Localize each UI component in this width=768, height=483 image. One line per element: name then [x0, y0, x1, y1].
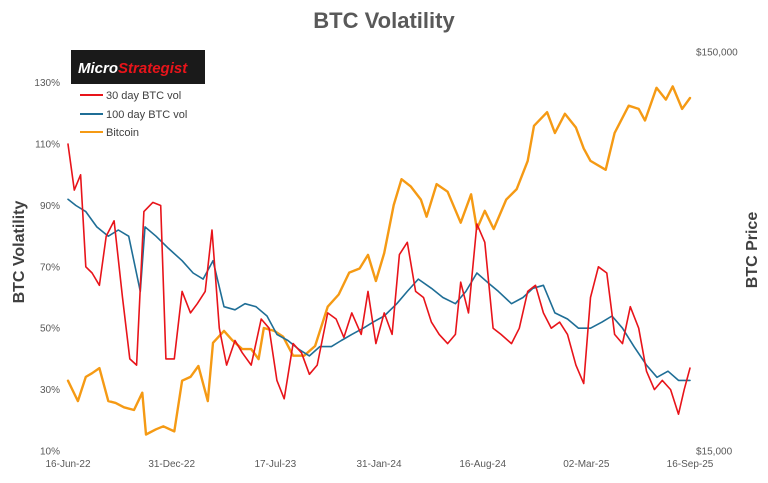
- legend-label-vol100: 100 day BTC vol: [106, 109, 187, 121]
- logo-text-part2: Strategist: [118, 60, 188, 77]
- y2-tick-label: $150,000: [696, 48, 738, 59]
- legend: 30 day BTC vol 100 day BTC vol Bitcoin: [80, 90, 187, 139]
- series-line-btc: [66, 85, 692, 436]
- logo-text: MicroStrategist: [78, 60, 188, 77]
- y-tick-label: 50%: [40, 324, 60, 335]
- x-tick-label: 02-Mar-25: [563, 459, 610, 470]
- x-tick-label: 17-Jul-23: [254, 459, 296, 470]
- logo-background: [71, 50, 205, 84]
- y2-tick-label: $15,000: [696, 447, 733, 458]
- y2-axis-ticks: $15,000 $150,000: [696, 48, 738, 458]
- y-tick-label: 130%: [34, 78, 60, 89]
- logo-text-part1: Micro: [78, 60, 118, 77]
- series-line-vol30: [67, 143, 691, 415]
- x-tick-label: 16-Aug-24: [459, 459, 506, 470]
- legend-label-btc: Bitcoin: [106, 127, 139, 139]
- y-tick-label: 110%: [35, 140, 60, 151]
- y-tick-label: 70%: [40, 262, 60, 273]
- brand-logo: MicroStrategist: [71, 50, 205, 84]
- x-axis-ticks: 16-Jun-22 31-Dec-22 17-Jul-23 31-Jan-24 16-A…: [45, 459, 713, 470]
- series-layer: [66, 85, 692, 436]
- y-tick-label: 10%: [40, 447, 60, 458]
- y2-axis-title: BTC Price: [744, 212, 761, 289]
- y-tick-label: 90%: [40, 201, 60, 212]
- y-axis-title: BTC Volatility: [11, 200, 28, 303]
- x-tick-label: 31-Jan-24: [356, 459, 401, 470]
- x-tick-label: 31-Dec-22: [148, 459, 195, 470]
- y-axis-ticks: 10% 30% 50% 70% 90% 110% 130%: [34, 78, 60, 457]
- y-tick-label: 30%: [40, 385, 60, 396]
- x-tick-label: 16-Sep-25: [667, 459, 714, 470]
- legend-label-vol30: 30 day BTC vol: [106, 90, 181, 102]
- chart-title: BTC Volatility: [313, 8, 455, 33]
- x-tick-label: 16-Jun-22: [45, 459, 90, 470]
